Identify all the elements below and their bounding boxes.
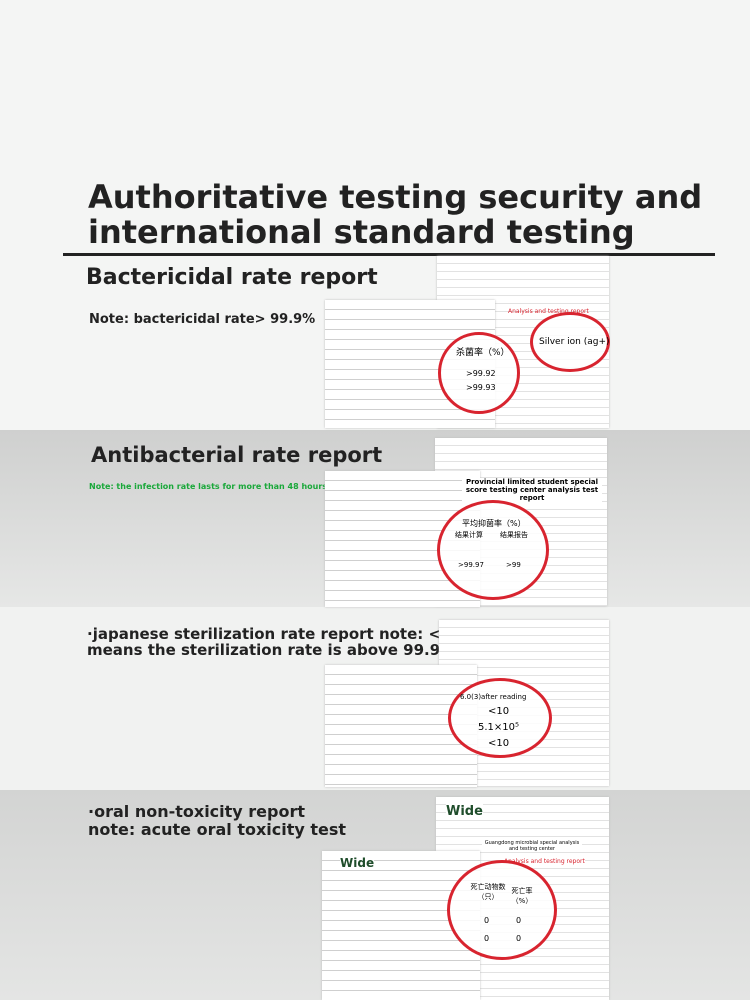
highlight [447,860,557,960]
doc-text: Analysis and testing report [504,858,585,865]
doc-text: 杀菌率（%） [456,348,510,358]
note: Note: the infection rate lasts for more … [89,482,328,491]
doc-text: >99.92 [466,369,496,378]
divider [63,253,715,256]
doc-text: 0 [484,916,490,925]
heading: ·oral non-toxicity report [88,802,306,821]
doc-text: 结果报告 [500,531,528,539]
highlight [438,332,520,414]
doc-text: >99.93 [466,383,496,392]
doc-text: Provincial limited student special score… [462,478,602,502]
highlight [530,312,610,372]
doc-text: 0 [484,934,490,943]
doc-text: 6.0(3)after reading [460,693,527,701]
doc-text: 死亡动物数（只） [470,883,506,901]
doc-text: 死亡率（%） [511,887,533,905]
doc-text: 0 [516,934,522,943]
heading: means the sterilization rate is above 99… [87,641,456,659]
title: Authoritative testing security and [88,178,703,216]
doc-text: 平均抑菌率（%） [462,519,526,528]
doc-text: >99.97 [458,561,484,569]
doc-text: 0 [516,916,522,925]
brand: Wide [340,856,375,870]
heading: Antibacterial rate report [91,443,383,467]
note: Note: bactericidal rate> 99.9% [89,312,316,327]
title: international standard testing [88,213,635,251]
doc-text: Silver ion (ag+) [539,337,610,347]
doc-text: >99 [506,561,521,569]
highlight [437,500,549,600]
heading: note: acute oral toxicity test [88,820,347,839]
doc-text: 结果计算 [455,531,483,539]
heading: ·japanese sterilization rate report note… [87,625,462,643]
doc-text: <10 [488,738,510,749]
heading: Bactericidal rate report [86,265,378,290]
doc-text: 5.1×10⁵ [478,722,520,733]
doc-text: Analysis and testing report [508,308,589,315]
doc-text: <10 [488,706,510,717]
doc-text: Guangdong microbial special analysis and… [482,840,582,852]
brand: Wide [446,804,483,819]
highlight [448,678,552,758]
